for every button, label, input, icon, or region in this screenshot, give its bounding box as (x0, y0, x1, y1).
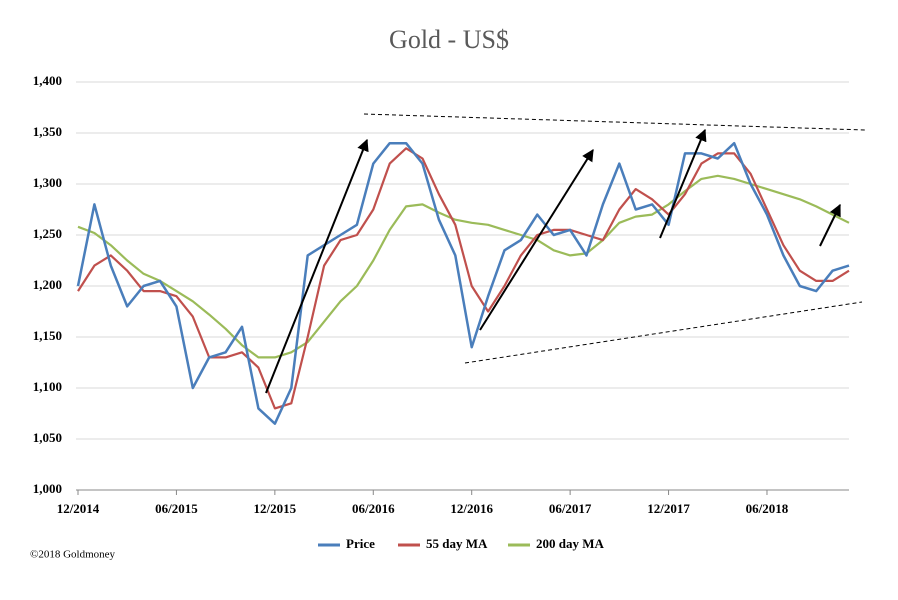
y-tick-label: 1,300 (33, 175, 62, 190)
y-tick-label: 1,150 (33, 328, 62, 343)
x-tick-label: 06/2015 (155, 501, 198, 516)
arrow (819, 203, 841, 247)
copyright: ©2018 Goldmoney (30, 549, 116, 561)
plot-area: 1,000 1,050 1,100 1,150 1,200 1,250 1,300 1,350… (33, 73, 850, 516)
trend-line (363, 113, 866, 131)
arrow (265, 138, 369, 394)
x-tick-label: 12/2016 (450, 501, 493, 516)
x-tick-label: 12/2015 (254, 501, 297, 516)
x-tick-label: 06/2017 (549, 501, 592, 516)
legend-label: Price (346, 536, 375, 551)
y-tick-label: 1,250 (33, 226, 62, 241)
x-tick-label: 12/2017 (647, 501, 690, 516)
series-line (77, 147, 850, 410)
arrow (659, 128, 707, 239)
x-tick-label: 12/2014 (57, 501, 100, 516)
x-tick-label: 06/2016 (352, 501, 395, 516)
legend-label: 200 day MA (536, 536, 605, 551)
y-tick-label: 1,200 (33, 277, 62, 292)
series-line (77, 174, 850, 359)
arrow (479, 148, 594, 331)
y-tick-label: 1,350 (33, 124, 62, 139)
legend-label: 55 day MA (426, 536, 488, 551)
trend-line (464, 301, 863, 364)
y-tick-label: 1,050 (33, 430, 62, 445)
y-tick-label: 1,000 (33, 481, 62, 496)
y-tick-label: 1,100 (33, 379, 62, 394)
y-tick-label: 1,400 (33, 73, 62, 88)
x-tick-label: 06/2018 (746, 501, 789, 516)
chart-title: Gold - US$ (389, 25, 509, 54)
annotations (265, 113, 866, 394)
series-line (76, 141, 850, 425)
